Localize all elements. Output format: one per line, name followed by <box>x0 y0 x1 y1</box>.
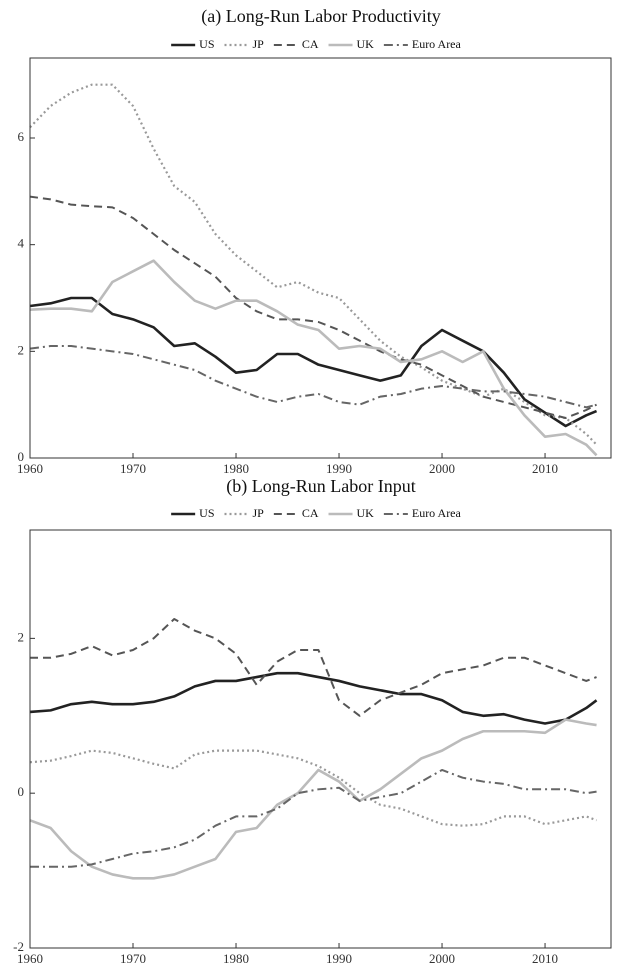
plot-frame <box>29 529 612 949</box>
series-line <box>29 345 597 409</box>
series-line <box>29 195 598 419</box>
series-line <box>29 259 598 457</box>
series-line <box>29 296 598 428</box>
legend-label: Euro Area <box>412 37 462 51</box>
legend-label: CA <box>302 506 319 520</box>
series-line <box>30 618 597 717</box>
x-tick-label: 1960 <box>17 951 43 966</box>
x-tick-label: 1990 <box>326 461 352 476</box>
legend-label: JP <box>253 37 265 51</box>
x-tick-label: 2000 <box>429 461 455 476</box>
chart-title: (b) Long-Run Labor Input <box>226 476 415 497</box>
x-tick-label: 1980 <box>223 461 249 476</box>
x-tick-label: 2010 <box>532 461 558 476</box>
chart-title: (a) Long-Run Labor Productivity <box>201 6 440 27</box>
x-tick-label: 1960 <box>17 461 43 476</box>
legend-label: US <box>199 506 214 520</box>
x-tick-label: 1990 <box>326 951 352 966</box>
x-tick-label: 2010 <box>532 951 558 966</box>
legend-label: Euro Area <box>412 506 462 520</box>
plot-frame <box>29 57 612 459</box>
legend-label: UK <box>357 37 375 51</box>
y-tick-label: 4 <box>18 236 25 251</box>
y-tick-label: 2 <box>18 629 25 644</box>
y-tick-label: 0 <box>18 449 25 464</box>
x-tick-label: 1970 <box>120 951 146 966</box>
x-tick-label: 1970 <box>120 461 146 476</box>
series-line <box>29 83 598 446</box>
legend-label: JP <box>253 506 265 520</box>
x-tick-label: 2000 <box>429 951 455 966</box>
legend-label: CA <box>302 37 319 51</box>
series-line <box>29 749 597 827</box>
series-line <box>29 718 597 880</box>
x-tick-label: 1980 <box>223 951 249 966</box>
y-tick-label: 0 <box>18 784 25 799</box>
y-tick-label: 2 <box>18 342 25 357</box>
series-line <box>30 768 597 868</box>
y-tick-label: 6 <box>18 129 25 144</box>
legend-label: US <box>199 37 214 51</box>
series-line <box>29 671 598 725</box>
y-tick-label: -2 <box>13 939 24 954</box>
legend-label: UK <box>357 506 375 520</box>
